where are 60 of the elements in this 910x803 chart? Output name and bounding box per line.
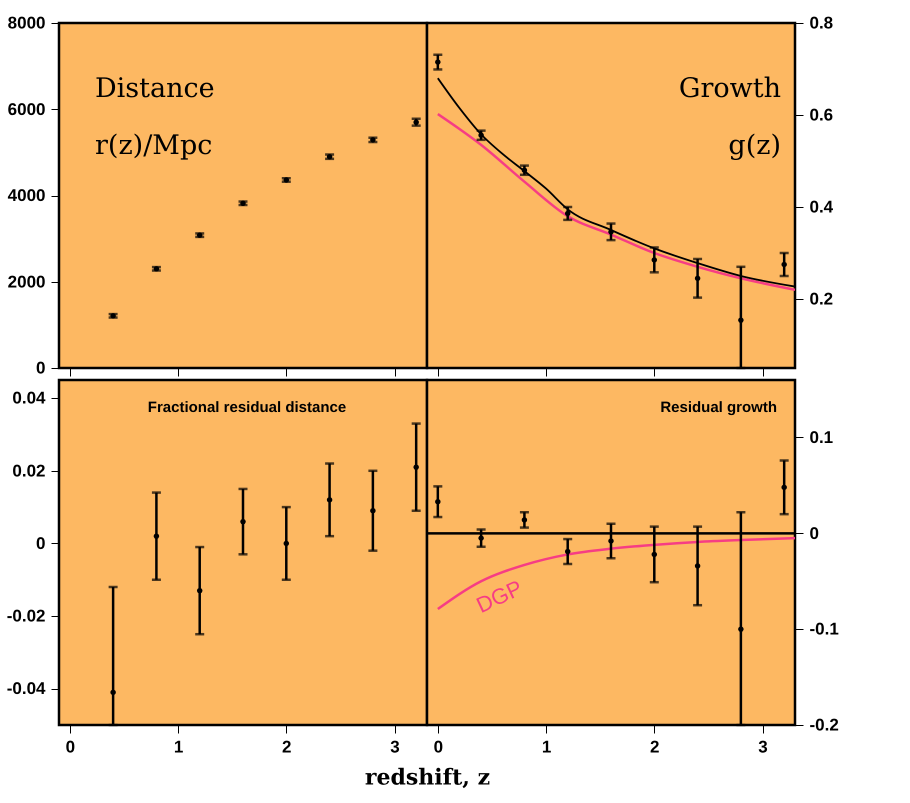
y-tick-label: 0 xyxy=(36,534,46,553)
point xyxy=(284,540,290,546)
y-tick-label: 4000 xyxy=(8,186,46,205)
y-tick-label: 0.04 xyxy=(12,388,46,408)
text: Distance xyxy=(95,73,215,104)
y-tick-label: 0.4 xyxy=(810,198,834,216)
point xyxy=(652,257,658,263)
y-tick-label: 0 xyxy=(810,524,819,543)
point xyxy=(694,563,700,569)
point xyxy=(522,517,528,523)
x-tick-label: 1 xyxy=(542,738,552,756)
point xyxy=(694,276,700,282)
point xyxy=(110,690,116,696)
point xyxy=(196,588,202,594)
y-tick-label: 2000 xyxy=(8,272,46,292)
y-tick-label: 8000 xyxy=(8,14,46,32)
line-series xyxy=(436,536,796,610)
x-axis-title: redshift, z xyxy=(364,764,490,790)
y-tick-label: -0.04 xyxy=(6,679,46,698)
point xyxy=(413,464,419,470)
y-tick-label: 0.1 xyxy=(810,428,834,447)
text: DGP xyxy=(472,575,526,618)
x-tick-label: 1 xyxy=(174,738,184,756)
point xyxy=(738,317,744,323)
x-tick-label: 3 xyxy=(390,738,400,756)
point xyxy=(608,538,614,544)
point xyxy=(478,535,484,541)
x-tick-label: 0 xyxy=(66,738,76,756)
y-tick-label: 6000 xyxy=(8,100,46,119)
point xyxy=(326,497,332,503)
y-tick-label: 0.8 xyxy=(810,14,834,32)
x-tick-label: 0 xyxy=(434,738,444,756)
text: Growth xyxy=(678,73,781,104)
point xyxy=(781,484,787,490)
text: Residual growth xyxy=(660,399,777,416)
text: r(z)/Mpc xyxy=(95,130,212,161)
point xyxy=(370,508,376,514)
y-tick-label: 0.2 xyxy=(810,290,834,308)
y-tick-label: -0.02 xyxy=(6,606,46,626)
point xyxy=(564,210,570,216)
point xyxy=(435,498,441,504)
y-tick-label: 0 xyxy=(36,358,46,378)
y-tick-label: -0.2 xyxy=(810,716,839,734)
x-tick-label: 2 xyxy=(650,738,660,756)
text: Fractional residual distance xyxy=(148,399,346,416)
x-tick-label: 2 xyxy=(282,738,292,756)
point xyxy=(154,533,160,539)
y-tick-label: 0.02 xyxy=(12,461,46,480)
x-tick-label: 3 xyxy=(758,738,768,756)
y-tick-label: -0.1 xyxy=(810,620,839,639)
point xyxy=(652,552,658,558)
line-series xyxy=(436,112,796,292)
text: g(z) xyxy=(728,130,781,161)
y-tick-label: 0.6 xyxy=(810,106,834,124)
point xyxy=(435,59,441,65)
point xyxy=(564,548,570,554)
point xyxy=(781,262,787,268)
point xyxy=(738,626,744,632)
point xyxy=(240,518,246,524)
point xyxy=(608,229,614,235)
